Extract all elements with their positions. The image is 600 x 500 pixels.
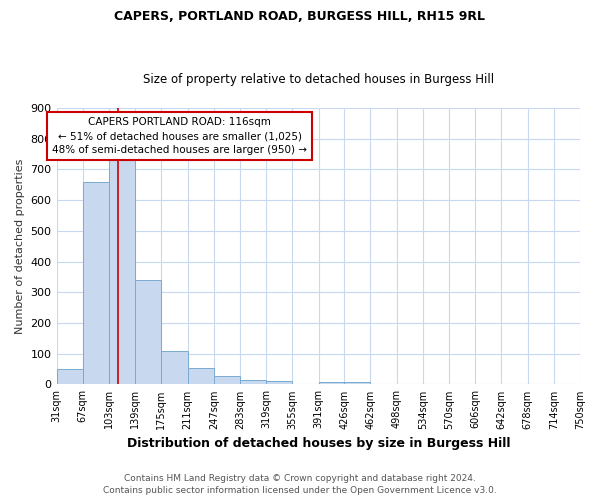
Bar: [319, 382, 345, 384]
Bar: [344, 382, 370, 384]
Bar: [214, 376, 240, 384]
Bar: [161, 350, 188, 384]
Bar: [135, 280, 161, 384]
Title: Size of property relative to detached houses in Burgess Hill: Size of property relative to detached ho…: [143, 73, 494, 86]
Bar: [266, 382, 292, 384]
Bar: [83, 182, 109, 384]
Y-axis label: Number of detached properties: Number of detached properties: [15, 158, 25, 334]
Text: CAPERS PORTLAND ROAD: 116sqm
← 51% of detached houses are smaller (1,025)
48% of: CAPERS PORTLAND ROAD: 116sqm ← 51% of de…: [52, 117, 307, 155]
Text: CAPERS, PORTLAND ROAD, BURGESS HILL, RH15 9RL: CAPERS, PORTLAND ROAD, BURGESS HILL, RH1…: [115, 10, 485, 23]
Bar: [109, 154, 135, 384]
Bar: [56, 369, 83, 384]
X-axis label: Distribution of detached houses by size in Burgess Hill: Distribution of detached houses by size …: [127, 437, 510, 450]
Bar: [240, 380, 266, 384]
Text: Contains HM Land Registry data © Crown copyright and database right 2024.
Contai: Contains HM Land Registry data © Crown c…: [103, 474, 497, 495]
Bar: [188, 368, 214, 384]
